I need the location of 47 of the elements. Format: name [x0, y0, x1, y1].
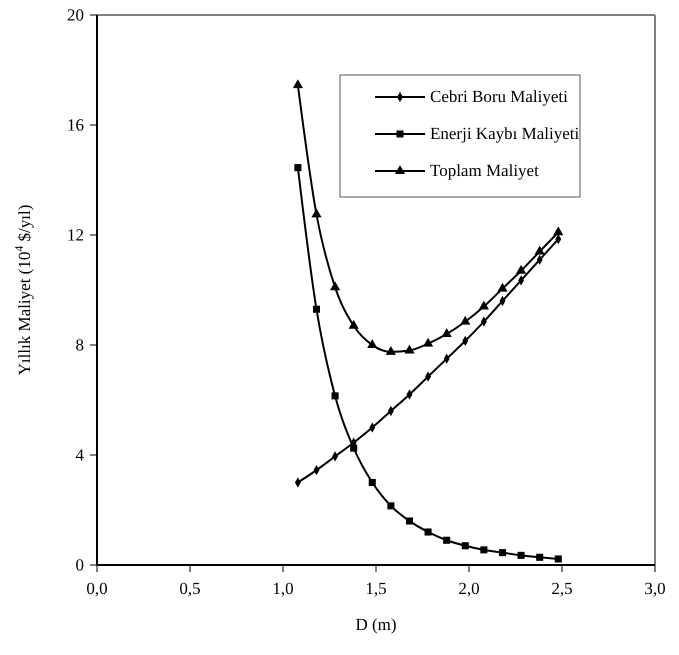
point	[536, 554, 544, 561]
x-tick-label: 3,0	[644, 579, 666, 598]
point	[553, 226, 564, 236]
point	[348, 320, 359, 329]
point	[518, 552, 525, 559]
point	[404, 344, 415, 354]
x-tick-label: 1,0	[272, 579, 294, 598]
x-tick-label: 2,5	[551, 579, 573, 598]
point	[442, 328, 452, 337]
point	[478, 300, 489, 310]
x-tick-label: 0,5	[179, 579, 201, 598]
point	[292, 79, 303, 88]
point	[406, 517, 414, 525]
point	[422, 338, 434, 347]
point	[387, 502, 394, 510]
legend-label: Cebri Boru Maliyeti	[430, 87, 568, 106]
point	[294, 164, 302, 172]
point	[330, 281, 340, 290]
point	[497, 282, 508, 292]
y-tick-label: 4	[76, 445, 84, 464]
point	[443, 536, 450, 544]
point	[554, 555, 562, 562]
point	[516, 264, 526, 274]
point	[332, 392, 339, 400]
legend-label: Enerji Kaybı Maliyeti	[430, 124, 580, 143]
point	[480, 546, 488, 554]
x-tick-label: 1,5	[365, 579, 387, 598]
point	[312, 306, 320, 313]
legend-label: Toplam Maliyet	[430, 161, 540, 180]
point	[350, 444, 358, 452]
point	[367, 339, 378, 348]
point	[424, 528, 432, 536]
y-tick-label: 8	[76, 335, 84, 354]
point	[462, 542, 469, 550]
point	[311, 208, 322, 218]
x-tick-label: 0,0	[86, 579, 108, 598]
y-tick-label: 12	[67, 225, 84, 244]
point	[386, 346, 396, 355]
y-tick-label: 0	[76, 555, 84, 574]
point	[534, 246, 545, 254]
x-axis-title: D (m)	[355, 615, 397, 634]
x-tick-label: 2,0	[458, 579, 480, 598]
y-tick-label: 20	[67, 5, 84, 24]
point	[498, 549, 506, 556]
point	[460, 316, 470, 325]
y-tick-label: 16	[67, 115, 84, 134]
point	[368, 478, 376, 486]
